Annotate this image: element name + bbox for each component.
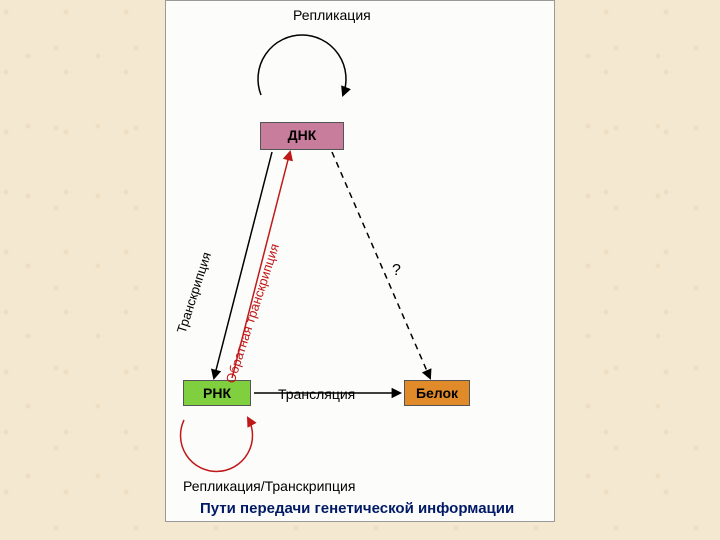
arrow-layer (0, 0, 720, 540)
arrow-dnk-replication (258, 35, 346, 95)
node-rnk: РНК (183, 380, 251, 406)
label-question: ? (392, 262, 401, 280)
label-replication-transcription: Репликация/Транскрипция (183, 478, 355, 494)
node-belok-label: Белок (416, 385, 458, 401)
arrow-dnk-to-belok (332, 152, 430, 378)
node-dnk: ДНК (260, 122, 344, 150)
label-translation: Трансляция (278, 386, 355, 402)
node-belok: Белок (404, 380, 470, 406)
arrow-rnk-replication (181, 418, 253, 471)
node-dnk-label: ДНК (288, 127, 317, 143)
figure-caption: Пути передачи генетической информации (200, 500, 514, 517)
node-rnk-label: РНК (203, 385, 231, 401)
label-replication-top: Репликация (293, 7, 371, 23)
